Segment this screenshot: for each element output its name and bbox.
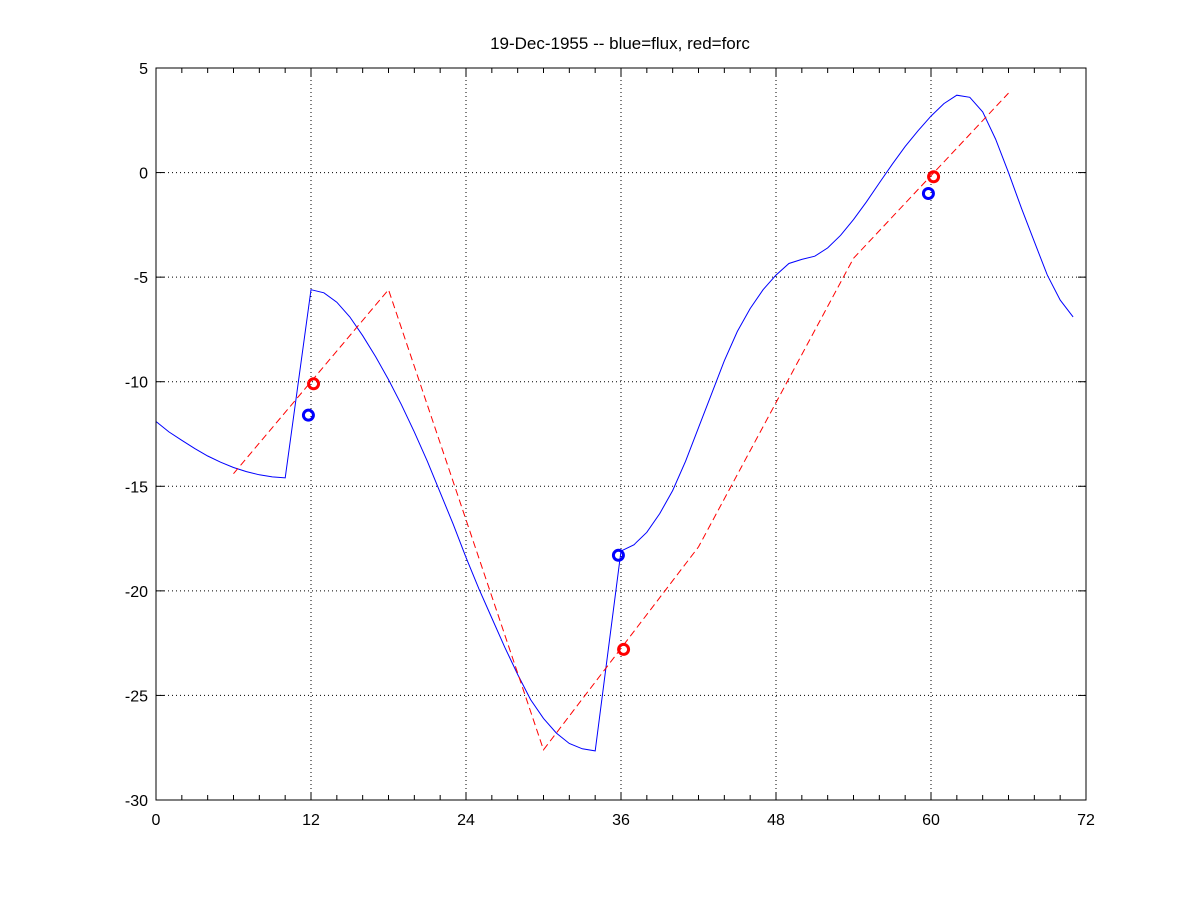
x-tick-label: 0 — [152, 812, 161, 829]
x-tick-label: 72 — [1077, 812, 1095, 829]
y-tick-label: -10 — [125, 375, 148, 392]
forc-line — [233, 92, 1009, 751]
data-point-marker — [307, 377, 321, 391]
marker-layer — [301, 170, 941, 656]
y-tick-label: 5 — [139, 61, 148, 78]
y-tick-label: -25 — [125, 688, 148, 705]
y-tick-label: -20 — [125, 584, 148, 601]
series-layer — [155, 92, 1074, 752]
flux-line — [155, 94, 1074, 752]
x-tick-label: 60 — [922, 812, 940, 829]
data-point-marker — [301, 408, 315, 422]
data-point-marker — [921, 186, 935, 200]
y-tick-label: -5 — [134, 270, 148, 287]
axes: 0 12 24 36 48 60 72 5 0 -5 -10 -15 -20 -25 -30 — [125, 61, 1095, 829]
y-tick-label: -15 — [125, 479, 148, 496]
data-point-marker — [927, 170, 941, 184]
x-tick-label: 36 — [612, 812, 630, 829]
y-tick-label: -30 — [125, 793, 148, 810]
data-point-marker — [617, 642, 631, 656]
x-tick-label: 24 — [457, 812, 475, 829]
y-tick-label: 0 — [139, 166, 148, 183]
x-tick-label: 12 — [302, 812, 320, 829]
chart-title: 19-Dec-1955 -- blue=flux, red=forc — [490, 34, 750, 53]
grid — [156, 68, 1086, 800]
data-point-marker — [611, 548, 625, 562]
x-tick-label: 48 — [767, 812, 785, 829]
